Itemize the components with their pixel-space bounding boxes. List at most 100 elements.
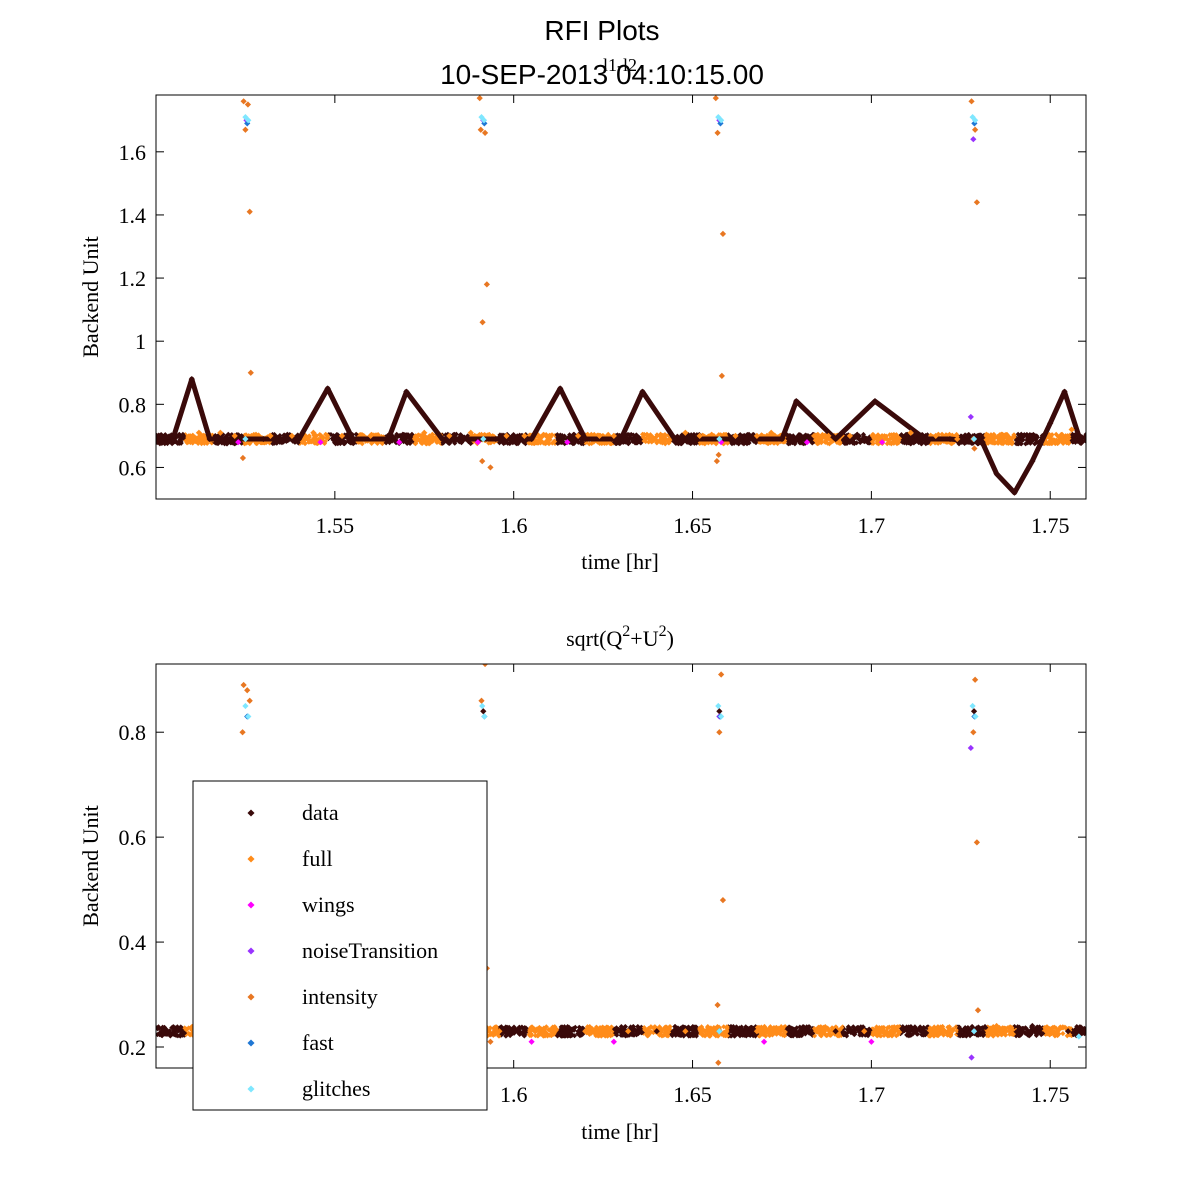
full-point: [267, 432, 274, 439]
y-tick-label: 0.6: [119, 825, 147, 850]
intensity-point: [719, 230, 727, 237]
full-point: [467, 429, 474, 436]
series-wings: [235, 439, 886, 446]
glitches-point: [1075, 1033, 1082, 1040]
wings-point: [760, 1038, 768, 1045]
y-tick-label: 1.6: [119, 140, 147, 165]
intensity-point: [972, 126, 979, 133]
full-point: [532, 1028, 539, 1035]
y-tick-label: 0.4: [119, 930, 147, 955]
data-point: [1061, 388, 1068, 395]
y-tick-label: 1: [135, 329, 146, 354]
figure-subtitle: 10-SEP-2013 04:10:15.00: [440, 59, 764, 90]
glitches-point: [715, 702, 722, 710]
noiseTransition-point: [970, 136, 977, 143]
legend-marker-data: [247, 809, 255, 817]
x-tick-label: 1.6: [500, 1082, 528, 1107]
legend: data full wings noiseTransition intensity fas…: [192, 780, 488, 1111]
intensity-point: [713, 458, 720, 465]
glitches-point: [969, 702, 976, 710]
full-point: [338, 432, 346, 439]
x-tick-label: 1.55: [316, 513, 355, 538]
data-point: [260, 435, 267, 443]
legend-marker-full: [247, 855, 255, 863]
bottom-title-part-5: ): [667, 626, 674, 651]
intensity-point: [240, 98, 247, 105]
data-series-line: [156, 376, 1082, 496]
figure-title: RFI Plots: [544, 15, 659, 46]
legend-label-glitches: glitches: [302, 1076, 370, 1101]
full-point: [421, 429, 428, 436]
bottom-title-part-4: 2: [659, 623, 667, 640]
glitches-point: [970, 1028, 978, 1035]
intensity-point: [244, 101, 252, 108]
series-noiseTransition: [716, 713, 975, 1061]
data-point: [1029, 458, 1036, 465]
bottom-plot-title: sqrt(Q2+U2): [566, 623, 674, 651]
bottom-title-part-2: 2: [622, 623, 630, 640]
glitches-point: [480, 435, 487, 443]
wings-point: [528, 1038, 535, 1045]
full-point: [625, 1028, 632, 1035]
data-point: [349, 435, 356, 443]
data-point: [295, 435, 303, 443]
intensity-point: [973, 199, 981, 206]
full-point: [682, 1028, 689, 1035]
full-point: [446, 432, 453, 439]
full-point: [310, 429, 317, 436]
x-tick-label: 1.65: [673, 513, 712, 538]
intensity-point: [246, 208, 253, 215]
top-plot-ylabel: Backend Unit: [78, 236, 103, 358]
intensity-point: [244, 687, 251, 694]
full-point: [814, 1028, 821, 1035]
full-point: [582, 1028, 589, 1035]
full-point: [861, 1028, 868, 1035]
intensity-point: [479, 458, 486, 465]
data-point: [278, 435, 285, 443]
intensity-point: [715, 451, 722, 458]
legend-label-wings: wings: [302, 892, 355, 917]
x-tick-label: 1.7: [858, 1082, 886, 1107]
intensity-point: [973, 839, 981, 846]
series-glitches: [242, 113, 979, 443]
top-plot-axes: 1.55 1.6 1.65 1.7 1.75 0.6 0.8 1 1.2 1.4 1.6: [119, 95, 1086, 538]
intensity-point: [972, 676, 979, 683]
full-point: [367, 432, 374, 439]
noiseTransition-point: [968, 1054, 975, 1061]
data-point: [653, 1028, 660, 1035]
intensity-point: [487, 1038, 494, 1045]
intensity-point: [971, 445, 978, 452]
intensity-point: [970, 729, 977, 736]
top-plot-marks: [156, 95, 1086, 496]
x-tick-label: 1.6: [500, 513, 528, 538]
data-point: [385, 435, 392, 443]
glitches-point: [245, 713, 252, 720]
y-tick-label: 0.8: [119, 392, 147, 417]
intensity-point: [242, 126, 249, 133]
full-point: [1068, 426, 1075, 433]
glitches-point: [972, 117, 979, 124]
intensity-point: [716, 729, 723, 736]
intensity-point: [714, 1001, 721, 1009]
panel-label: l1-l2: [603, 55, 637, 75]
legend-marker-noiseTransition: [247, 947, 255, 955]
intensity-point: [483, 281, 490, 288]
legend-label-full: full: [302, 846, 333, 871]
y-tick-label: 1.4: [119, 203, 147, 228]
noiseTransition-point: [967, 413, 974, 421]
series-wings: [528, 1038, 875, 1045]
glitches-point: [479, 702, 486, 710]
noiseTransition-point: [967, 744, 974, 752]
bottom-plot-axes: 1.6 1.65 1.7 1.75 0.2 0.4 0.6 0.8: [119, 664, 1086, 1107]
data-point: [224, 435, 231, 443]
legend-box: [192, 780, 488, 1111]
intensity-point: [974, 1007, 982, 1014]
intensity-point: [968, 98, 975, 105]
data-point: [832, 1028, 839, 1035]
data-point: [1047, 420, 1054, 427]
data-point: [439, 435, 446, 443]
legend-marker-wings: [247, 901, 255, 909]
data-point: [1029, 1022, 1036, 1030]
glitches-point: [245, 117, 252, 124]
